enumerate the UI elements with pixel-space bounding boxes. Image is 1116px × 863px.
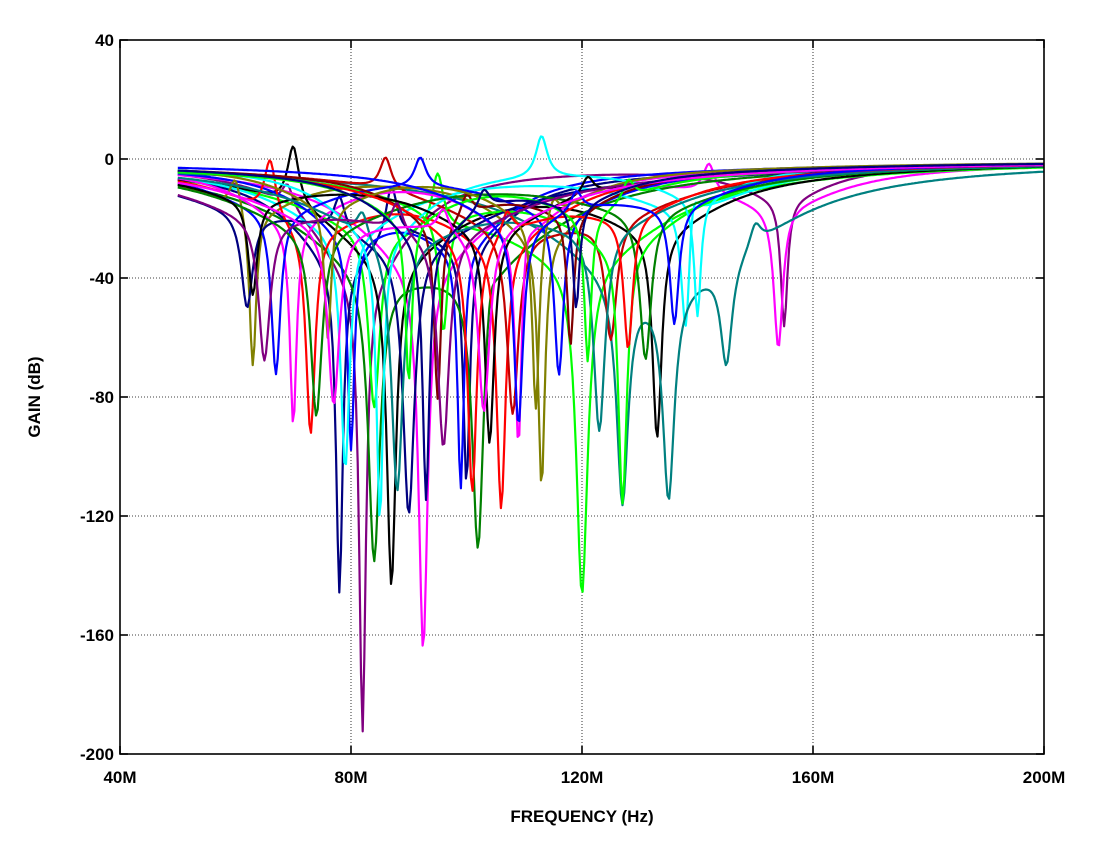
series-line-27 [177,163,1044,412]
y-tick-label: -40 [89,269,114,288]
y-tick-label: 40 [95,31,114,50]
x-axis-title: FREQUENCY (Hz) [510,807,653,826]
y-tick-label: -160 [80,626,114,645]
x-tick-label: 200M [1023,768,1066,787]
x-tick-label: 80M [334,768,367,787]
y-axis-title: GAIN (dB) [25,356,44,437]
y-tick-label: -80 [89,388,114,407]
curve-layer [177,135,1045,733]
x-tick-label: 160M [792,768,835,787]
series-line-1 [177,163,1045,733]
tick-layer: 40M 80M 120M 160M 200M 40 0 -40 -80 -120 -160 -200 [80,31,1065,787]
y-tick-label: -200 [80,745,114,764]
series-line-21 [177,165,1045,492]
x-tick-label: 40M [103,768,136,787]
series-line-28 [177,162,1044,502]
y-tick-label: -120 [80,507,114,526]
x-tick-label: 120M [561,768,604,787]
grid-layer [120,40,1044,754]
y-tick-label: 0 [105,150,114,169]
